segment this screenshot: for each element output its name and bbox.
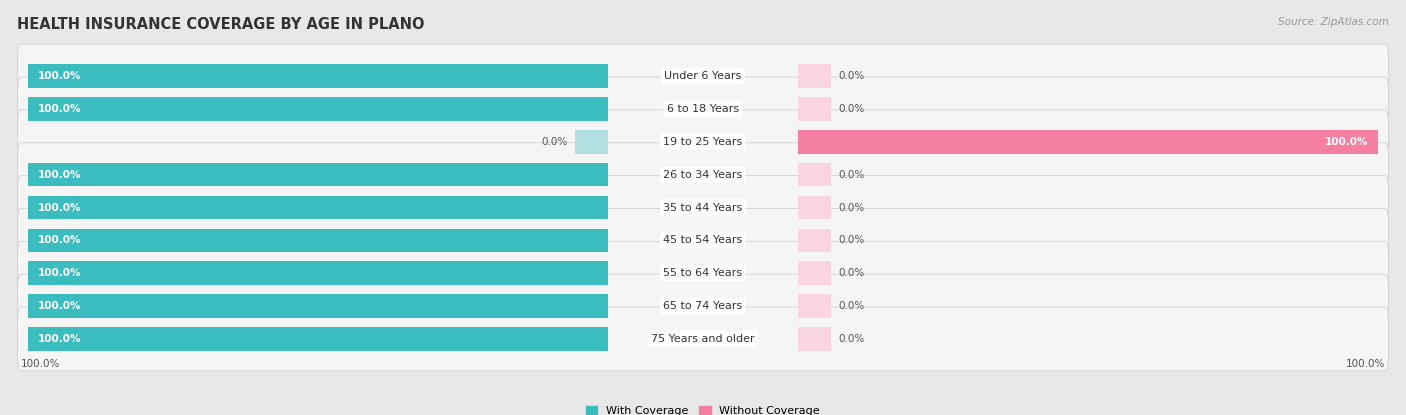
Bar — [797, 163, 831, 186]
Text: 100.0%: 100.0% — [21, 359, 60, 369]
Text: 0.0%: 0.0% — [838, 301, 865, 311]
Text: 6 to 18 Years: 6 to 18 Years — [666, 104, 740, 114]
Text: Source: ZipAtlas.com: Source: ZipAtlas.com — [1278, 17, 1389, 27]
Bar — [797, 64, 831, 88]
FancyBboxPatch shape — [17, 307, 1389, 371]
Text: 100.0%: 100.0% — [38, 203, 82, 212]
Bar — [28, 327, 609, 351]
Text: 0.0%: 0.0% — [838, 71, 865, 81]
Text: Under 6 Years: Under 6 Years — [665, 71, 741, 81]
FancyBboxPatch shape — [17, 176, 1389, 239]
Bar — [28, 196, 609, 219]
Bar — [28, 229, 609, 252]
FancyBboxPatch shape — [17, 242, 1389, 305]
Bar — [575, 130, 609, 154]
FancyBboxPatch shape — [17, 77, 1389, 141]
Bar — [797, 229, 831, 252]
Text: 0.0%: 0.0% — [838, 203, 865, 212]
Bar — [28, 163, 609, 186]
Text: 0.0%: 0.0% — [838, 104, 865, 114]
Text: 100.0%: 100.0% — [1346, 359, 1385, 369]
Text: 100.0%: 100.0% — [38, 170, 82, 180]
FancyBboxPatch shape — [17, 274, 1389, 338]
Bar — [797, 261, 831, 285]
Text: 19 to 25 Years: 19 to 25 Years — [664, 137, 742, 147]
Text: 26 to 34 Years: 26 to 34 Years — [664, 170, 742, 180]
Text: 100.0%: 100.0% — [38, 71, 82, 81]
Text: 100.0%: 100.0% — [38, 268, 82, 278]
Text: 75 Years and older: 75 Years and older — [651, 334, 755, 344]
Text: HEALTH INSURANCE COVERAGE BY AGE IN PLANO: HEALTH INSURANCE COVERAGE BY AGE IN PLAN… — [17, 17, 425, 32]
Bar — [797, 196, 831, 219]
Bar — [797, 294, 831, 318]
Bar — [28, 64, 609, 88]
Text: 45 to 54 Years: 45 to 54 Years — [664, 235, 742, 245]
Bar — [28, 294, 609, 318]
Text: 35 to 44 Years: 35 to 44 Years — [664, 203, 742, 212]
Text: 0.0%: 0.0% — [838, 235, 865, 245]
Text: 0.0%: 0.0% — [838, 268, 865, 278]
Text: 100.0%: 100.0% — [1324, 137, 1368, 147]
Bar — [797, 327, 831, 351]
FancyBboxPatch shape — [17, 110, 1389, 173]
Bar — [28, 261, 609, 285]
FancyBboxPatch shape — [17, 208, 1389, 272]
Text: 100.0%: 100.0% — [38, 334, 82, 344]
Text: 100.0%: 100.0% — [38, 235, 82, 245]
Legend: With Coverage, Without Coverage: With Coverage, Without Coverage — [586, 406, 820, 415]
Text: 100.0%: 100.0% — [38, 301, 82, 311]
FancyBboxPatch shape — [17, 143, 1389, 207]
Bar — [28, 97, 609, 121]
Text: 65 to 74 Years: 65 to 74 Years — [664, 301, 742, 311]
Text: 0.0%: 0.0% — [541, 137, 568, 147]
Bar — [797, 130, 1378, 154]
Text: 55 to 64 Years: 55 to 64 Years — [664, 268, 742, 278]
Text: 0.0%: 0.0% — [838, 334, 865, 344]
Bar — [797, 97, 831, 121]
FancyBboxPatch shape — [17, 44, 1389, 108]
Text: 0.0%: 0.0% — [838, 170, 865, 180]
Text: 100.0%: 100.0% — [38, 104, 82, 114]
